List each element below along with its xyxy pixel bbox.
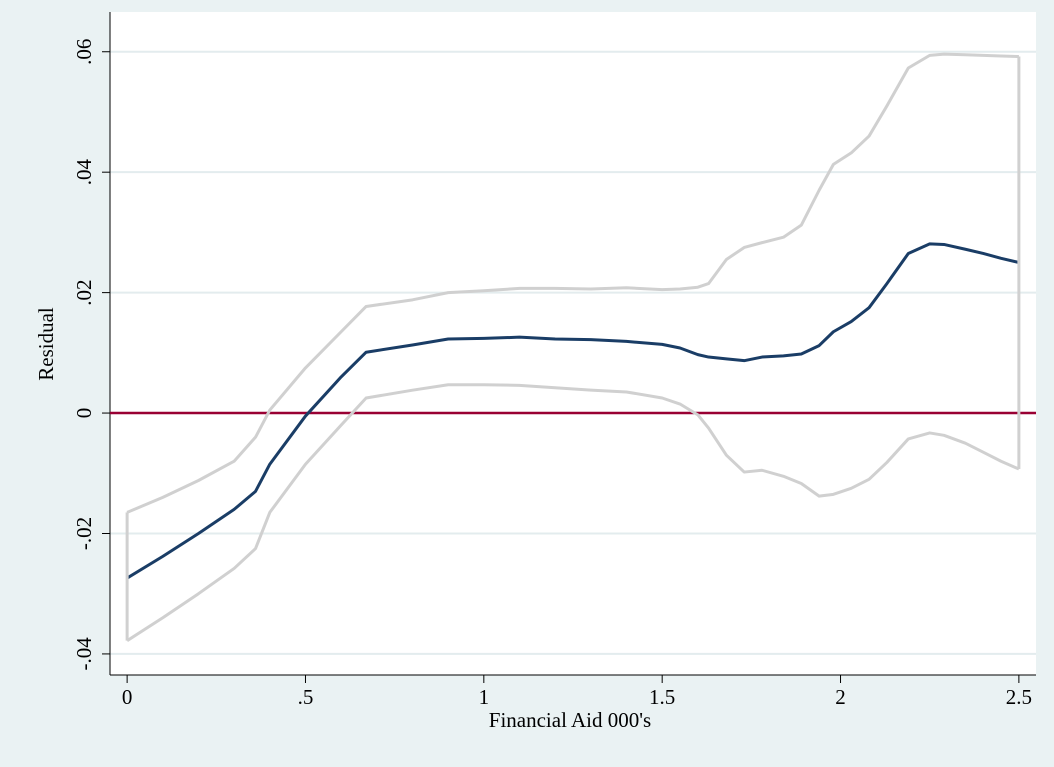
- x-tick-label: .5: [298, 685, 314, 709]
- x-tick-label: 2.5: [1006, 685, 1032, 709]
- y-tick-label: -.04: [72, 637, 96, 671]
- x-tick-label: 0: [122, 685, 133, 709]
- y-tick-label: .06: [72, 39, 96, 65]
- y-tick-label: 0: [72, 408, 96, 419]
- y-axis-label: Residual: [34, 307, 58, 381]
- x-axis-label: Financial Aid 000's: [489, 708, 651, 732]
- fit-line: [126, 242, 1020, 580]
- y-tick-label: -.02: [72, 517, 96, 550]
- ci-line: [126, 52, 1019, 514]
- plot-area: [110, 12, 1036, 675]
- x-tick-label: 1.5: [649, 685, 675, 709]
- y-tick-label: .04: [72, 159, 96, 186]
- x-tick-label: 1: [479, 685, 490, 709]
- x-tick-label: 2: [835, 685, 846, 709]
- y-tick-label: .02: [72, 279, 96, 305]
- ci-line: [126, 383, 1020, 642]
